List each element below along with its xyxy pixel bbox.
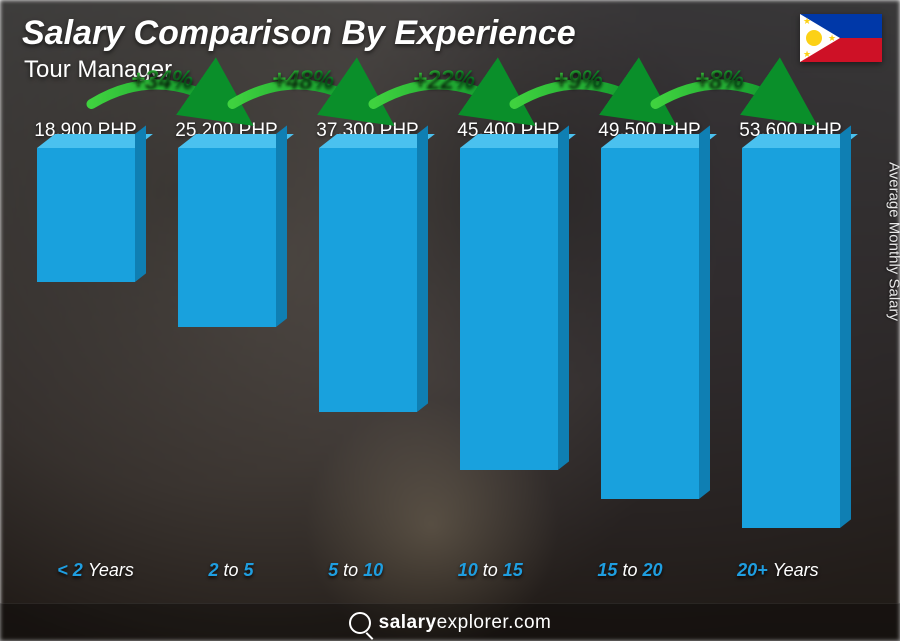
page-title: Salary Comparison By Experience <box>22 14 576 53</box>
footer: salaryexplorer.com <box>0 603 900 641</box>
page-subtitle: Tour Manager <box>24 56 172 84</box>
x-label-1: 2 to 5 <box>208 560 253 581</box>
x-axis: < 2 Years 2 to 5 5 to 10 10 to 15 15 to 20 20… <box>20 557 856 583</box>
bar-5: 53,600 PHP <box>725 120 856 555</box>
chart-page: Salary Comparison By Experience Tour Man… <box>0 0 900 641</box>
brand-text: salaryexplorer.com <box>379 612 552 634</box>
x-label-0: < 2 Years <box>57 560 134 581</box>
bar-2: 37,300 PHP <box>302 120 433 555</box>
bar-3: 45,400 PHP <box>443 120 574 555</box>
bar-1: 25,200 PHP <box>161 120 292 555</box>
magnifier-icon <box>349 612 371 634</box>
x-label-5: 20+ Years <box>737 560 819 581</box>
bar-4: 49,500 PHP <box>584 120 715 555</box>
brand-logo: salaryexplorer.com <box>349 612 552 634</box>
bars-container: 18,900 PHP25,200 PHP37,300 PHP45,400 PHP… <box>20 120 856 555</box>
country-flag: ★ ★ ★ <box>800 14 882 62</box>
x-label-2: 5 to 10 <box>328 560 383 581</box>
bar-chart: 18,900 PHP25,200 PHP37,300 PHP45,400 PHP… <box>20 120 856 583</box>
x-label-3: 10 to 15 <box>458 560 523 581</box>
bar-0: 18,900 PHP <box>20 120 151 555</box>
y-axis-label: Average Monthly Salary <box>886 162 900 321</box>
x-label-4: 15 to 20 <box>597 560 662 581</box>
